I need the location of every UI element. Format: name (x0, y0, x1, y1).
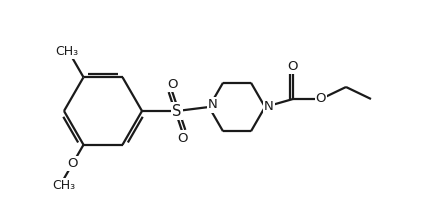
Text: O: O (177, 131, 187, 145)
Text: S: S (172, 104, 182, 119)
Text: O: O (167, 78, 177, 90)
Text: CH₃: CH₃ (52, 179, 75, 192)
Text: N: N (208, 99, 218, 111)
Text: O: O (288, 60, 298, 73)
Text: CH₃: CH₃ (55, 46, 78, 58)
Text: O: O (67, 157, 78, 170)
Text: O: O (316, 92, 326, 106)
Text: N: N (264, 99, 274, 112)
